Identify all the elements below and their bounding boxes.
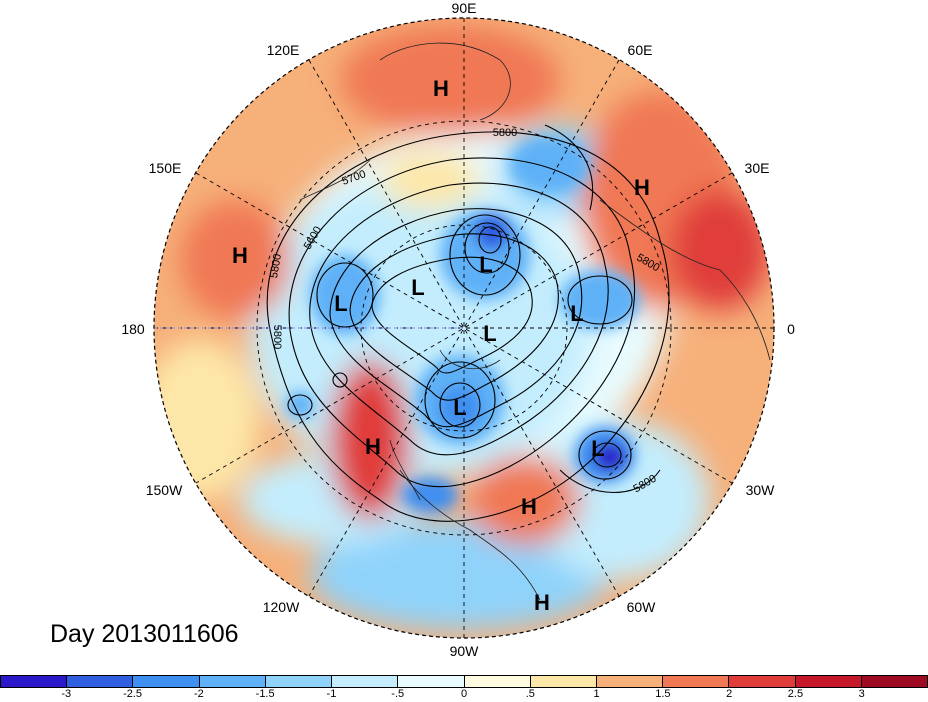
lon-label-30e: 30E [744, 160, 770, 176]
low-pressure-marker: L [570, 301, 584, 326]
contour-label: 5800 [492, 127, 518, 139]
polar-map [153, 17, 775, 639]
lon-label-30w: 30W [745, 482, 775, 498]
high-pressure-marker: H [634, 175, 650, 200]
low-pressure-marker: L [334, 291, 348, 316]
colorbar-tick-label: .5 [525, 688, 535, 700]
lon-label-60e: 60E [627, 42, 653, 58]
lon-label-90e: 90E [451, 0, 477, 16]
colorbar-tick-label: 0 [460, 688, 468, 700]
colorbar [0, 675, 928, 688]
colorbar-swatch [265, 676, 333, 687]
colorbar-tick-label: 1 [593, 688, 600, 700]
low-pressure-marker: L [483, 321, 497, 346]
low-pressure-marker: L [591, 436, 605, 461]
colorbar-swatch [332, 676, 399, 687]
colorbar-tick-label: 3 [858, 688, 865, 700]
colorbar-tick-label: -1 [326, 688, 337, 700]
colorbar-swatch [1, 676, 68, 687]
colorbar-swatch [596, 676, 664, 687]
colorbar-tick-label: 1.5 [655, 688, 671, 700]
lon-label-150e: 150E [148, 160, 182, 176]
lon-label-60w: 60W [626, 599, 656, 615]
high-pressure-marker: H [433, 76, 449, 101]
colorbar-tick-label: 2 [726, 688, 733, 700]
colorbar-swatch [67, 676, 134, 687]
low-pressure-marker: L [479, 252, 493, 277]
high-pressure-marker: H [521, 494, 537, 519]
colorbar-swatch [398, 676, 465, 687]
colorbar-swatch [464, 676, 531, 687]
colorbar-swatch [133, 676, 200, 687]
low-pressure-marker: L [453, 395, 467, 420]
colorbar-swatch [795, 676, 862, 687]
colorbar-swatch [199, 676, 266, 687]
colorbar-tick-label: -3 [61, 688, 72, 700]
map-boundary [153, 17, 775, 639]
contour-label: 5800 [271, 324, 283, 350]
lon-label-150w: 150W [145, 482, 183, 498]
colorbar-tick-label: -2 [193, 688, 204, 700]
colorbar-tick-label: -2.5 [123, 688, 143, 700]
high-pressure-marker: H [365, 434, 381, 459]
day-label: Day 2013011606 [50, 620, 239, 648]
lon-label-120w: 120W [262, 599, 300, 615]
lon-label-180: 180 [121, 321, 145, 337]
lon-label-0: 0 [787, 321, 795, 337]
lon-label-120e: 120E [266, 42, 300, 58]
colorbar-swatch [663, 676, 730, 687]
high-pressure-marker: H [534, 590, 550, 615]
colorbar-swatch [729, 676, 796, 687]
colorbar-tick-label: -1.5 [255, 688, 275, 700]
geopotential-contours [266, 124, 670, 522]
colorbar-tick-label: 2.5 [787, 688, 804, 700]
colorbar-swatch [530, 676, 597, 687]
colorbar-tick-label: -.5 [391, 688, 405, 700]
low-pressure-marker: L [411, 275, 425, 300]
lon-label-90w: 90W [449, 643, 479, 659]
high-pressure-marker: H [232, 243, 248, 268]
anomaly-field [154, 18, 774, 638]
coastlines [299, 42, 771, 601]
colorbar-swatch [861, 676, 928, 687]
